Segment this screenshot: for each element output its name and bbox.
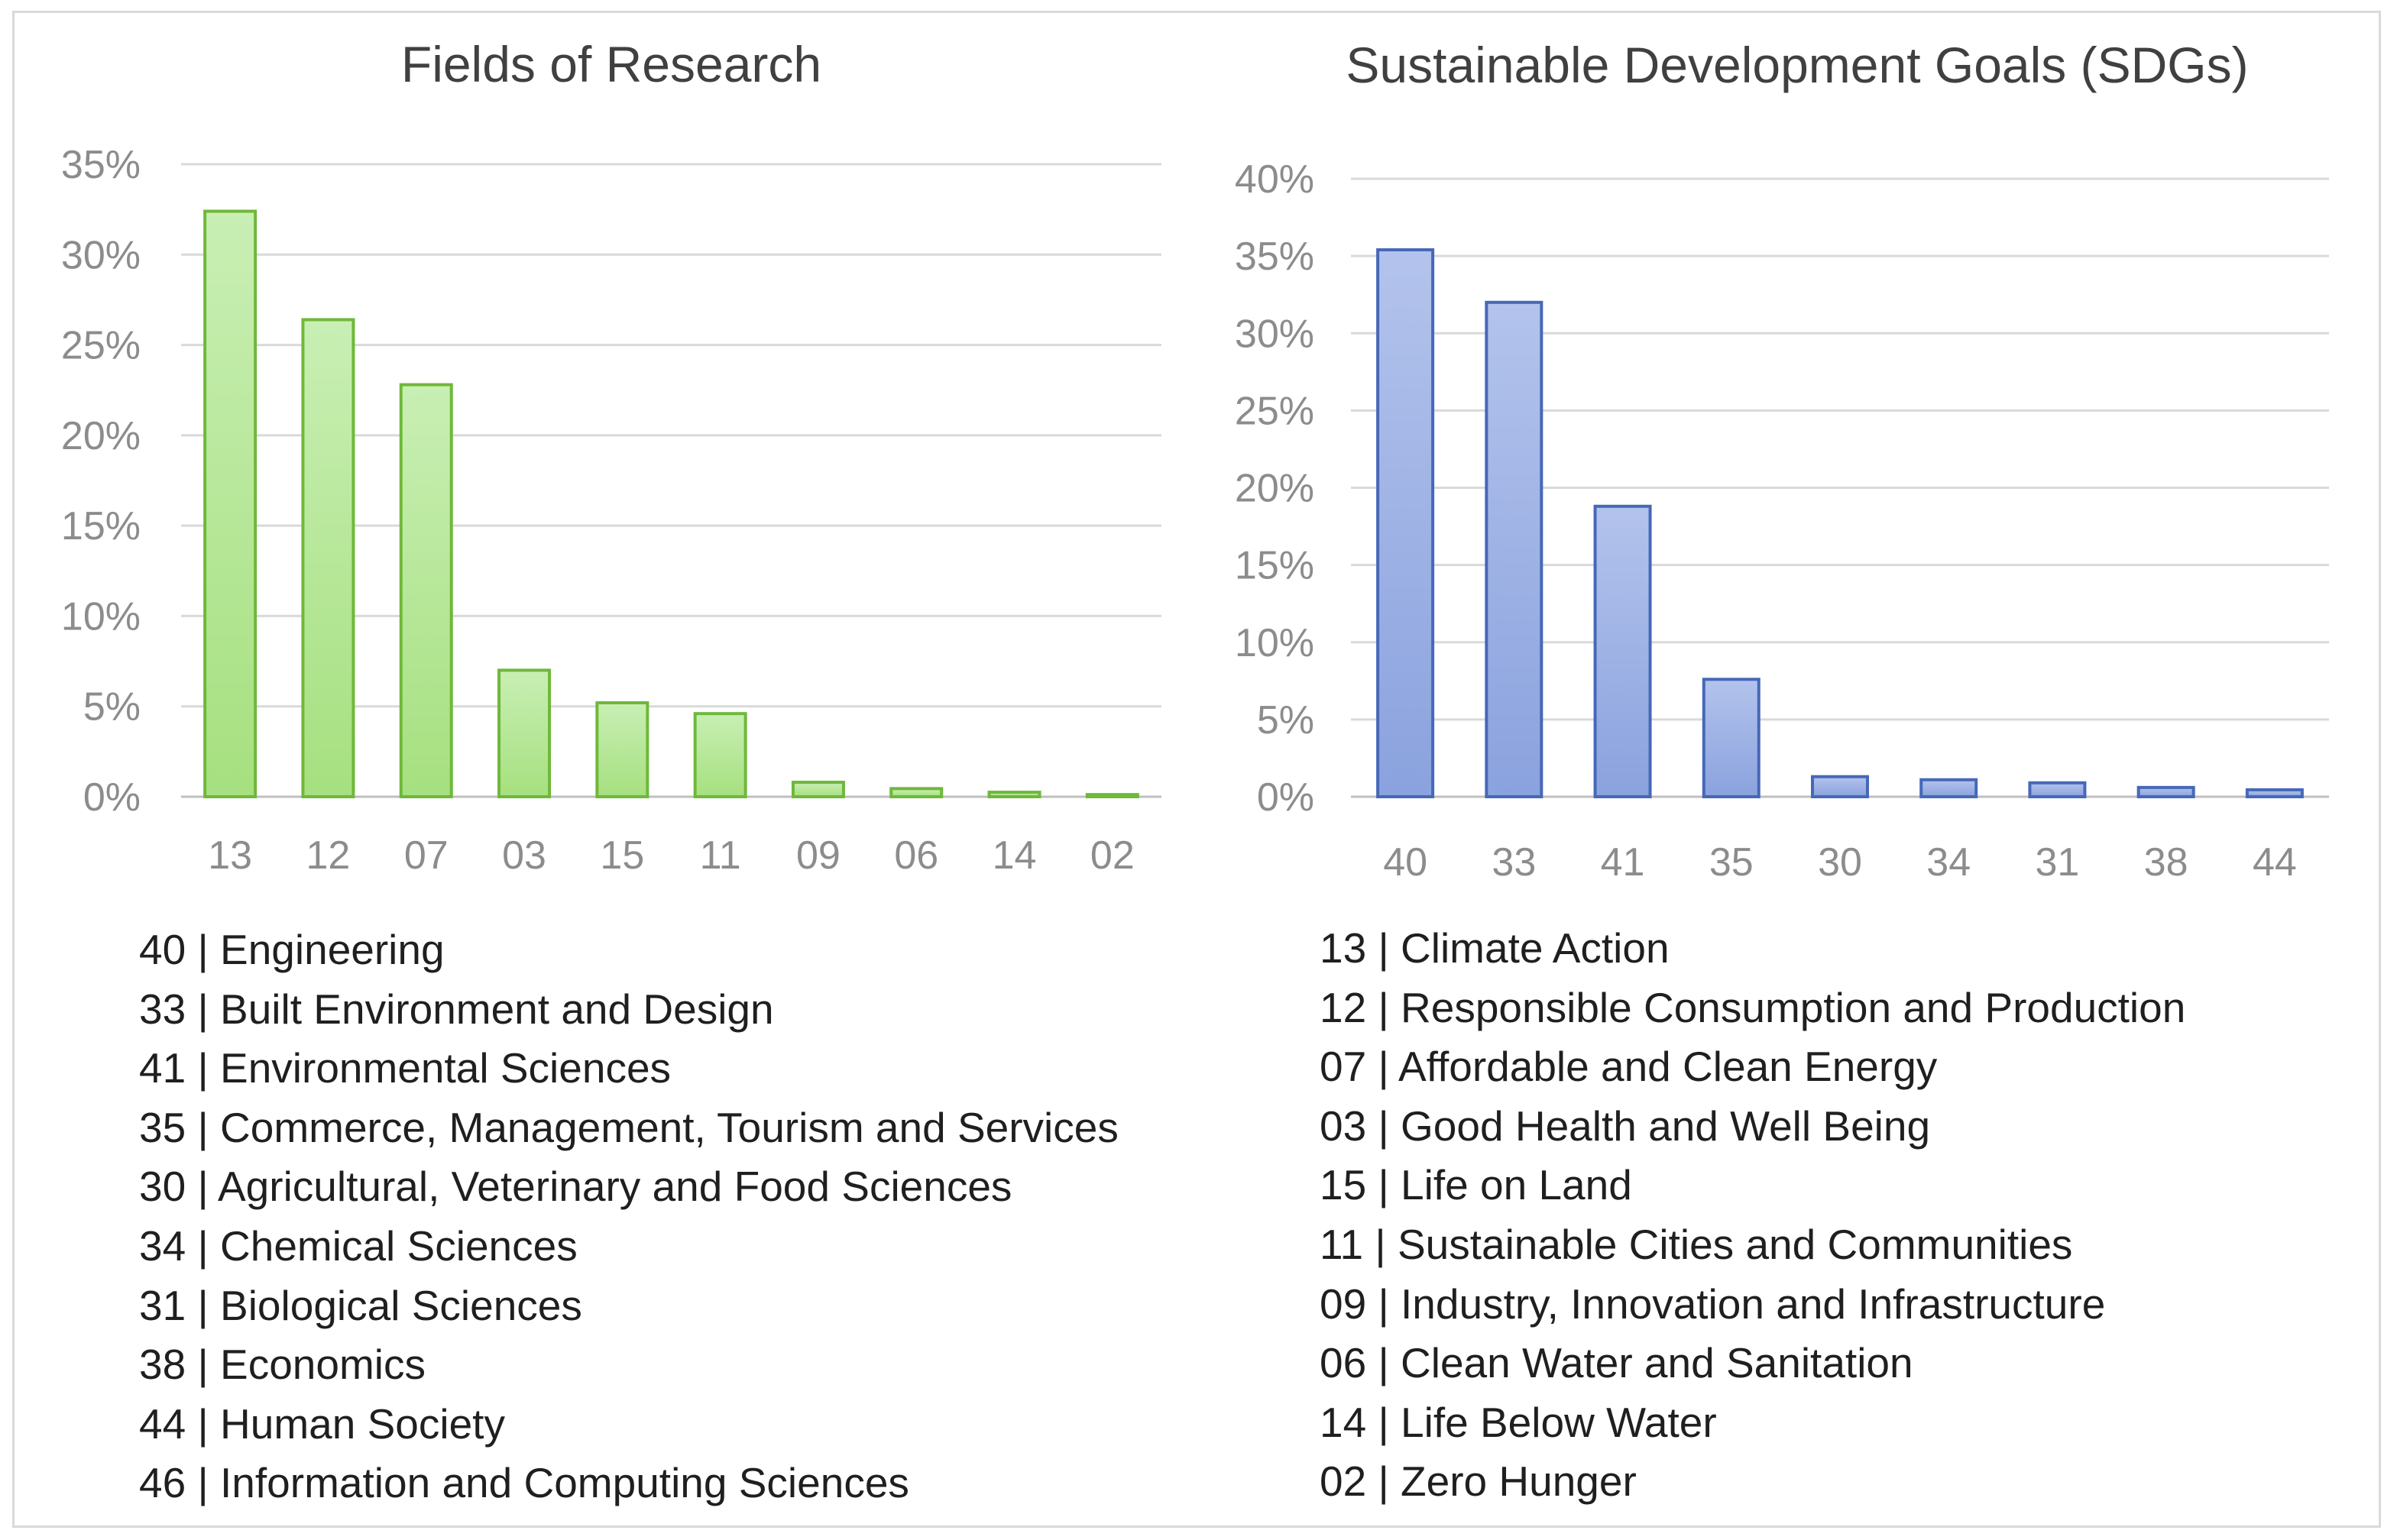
- legend-item: 13 | Climate Action: [1320, 924, 1670, 972]
- legend-sdgs: 13 | Climate Action 12 | Responsible Con…: [1320, 919, 2185, 1512]
- y-tick-label: 30%: [1235, 312, 1314, 356]
- bar: [791, 781, 845, 799]
- y-tick-label: 25%: [61, 324, 141, 368]
- y-tick-label: 35%: [1235, 235, 1314, 279]
- x-tick-label: 09: [796, 833, 841, 878]
- bar: [693, 712, 747, 798]
- legend-fields-of-research: 40 | Engineering 33 | Built Environment …: [139, 920, 1119, 1513]
- legend-item: 11 | Sustainable Cities and Communities: [1320, 1220, 2073, 1268]
- x-tick-label: 13: [208, 833, 252, 878]
- legend-item: 41 | Environmental Sciences: [139, 1044, 672, 1092]
- y-tick-label: 20%: [61, 414, 141, 458]
- x-tick-label: 02: [1090, 833, 1135, 878]
- y-tick-label: 15%: [1235, 544, 1314, 588]
- legend-item: 02 | Zero Hunger: [1320, 1458, 1637, 1506]
- bar: [497, 668, 552, 799]
- bar: [1085, 793, 1139, 798]
- legend-item: 34 | Chemical Sciences: [139, 1221, 578, 1270]
- legend-item: 44 | Human Society: [139, 1399, 505, 1448]
- bar: [1919, 778, 1978, 799]
- legend-item: 07 | Affordable and Clean Energy: [1320, 1043, 1938, 1091]
- x-tick-label: 14: [993, 833, 1037, 878]
- x-tick-label: 33: [1492, 840, 1536, 885]
- x-tick-label: 07: [404, 833, 449, 878]
- bar: [2028, 781, 2087, 798]
- y-tick-label: 15%: [61, 504, 141, 548]
- legend-item: 14 | Life Below Water: [1320, 1398, 1717, 1446]
- x-tick-label: 11: [700, 833, 741, 878]
- bar: [399, 383, 453, 799]
- x-tick-label: 44: [2253, 840, 2297, 885]
- legend-item: 15 | Life on Land: [1320, 1161, 1632, 1209]
- legend-item: 03 | Good Health and Well Being: [1320, 1102, 1931, 1150]
- x-tick-label: 03: [502, 833, 546, 878]
- y-tick-label: 10%: [1235, 621, 1314, 665]
- legend-item: 46 | Information and Computing Sciences: [139, 1459, 909, 1507]
- bar: [1485, 300, 1543, 798]
- y-tick-label: 0%: [1257, 775, 1314, 820]
- legend-item: 31 | Biological Sciences: [139, 1281, 582, 1329]
- x-tick-label: 40: [1383, 840, 1427, 885]
- y-tick-label: 5%: [1257, 698, 1314, 742]
- figure-frame: [12, 11, 2381, 1528]
- bar: [2245, 788, 2304, 799]
- bar: [1376, 248, 1435, 799]
- x-tick-label: 35: [1709, 840, 1754, 885]
- chart-title: Fields of Research: [401, 36, 821, 92]
- legend-item: 35 | Commerce, Management, Tourism and S…: [139, 1103, 1119, 1151]
- bar: [889, 787, 944, 798]
- x-tick-label: 34: [1926, 840, 1971, 885]
- legend-item: 06 | Clean Water and Sanitation: [1320, 1339, 1913, 1387]
- y-tick-label: 10%: [61, 594, 141, 639]
- x-tick-label: 31: [2036, 840, 2080, 885]
- bar: [1811, 775, 1869, 799]
- y-tick-label: 0%: [83, 775, 141, 820]
- legend-item: 09 | Industry, Innovation and Infrastruc…: [1320, 1280, 2106, 1328]
- legend-item: 12 | Responsible Consumption and Product…: [1320, 983, 2186, 1031]
- y-tick-label: 5%: [83, 685, 141, 730]
- chart-title: Sustainable Development Goals (SDGs): [1346, 37, 2248, 93]
- x-tick-label: 15: [600, 833, 644, 878]
- y-tick-label: 30%: [61, 233, 141, 277]
- bar: [987, 791, 1041, 798]
- legend-item: 33 | Built Environment and Design: [139, 985, 774, 1033]
- x-tick-label: 41: [1601, 840, 1645, 885]
- bar: [595, 700, 649, 798]
- bar: [301, 318, 355, 798]
- y-tick-label: 25%: [1235, 389, 1314, 433]
- x-tick-label: 06: [894, 833, 938, 878]
- bar: [1702, 678, 1760, 798]
- chart-fields-of-research: Fields of Research 0% 5% 10% 15% 20% 25% 30% 35…: [61, 36, 1161, 878]
- legend-item: 38 | Economics: [139, 1341, 426, 1389]
- bar: [2136, 785, 2195, 798]
- y-tick-label: 40%: [1235, 157, 1314, 202]
- y-tick-label: 35%: [61, 143, 141, 187]
- x-tick-label: 12: [306, 833, 351, 878]
- bar: [1593, 504, 1652, 799]
- legend-item: 40 | Engineering: [139, 926, 445, 973]
- y-tick-label: 20%: [1235, 467, 1314, 511]
- x-tick-label: 30: [1818, 840, 1862, 885]
- legend-item: 30 | Agricultural, Veterinary and Food S…: [139, 1163, 1012, 1211]
- x-tick-label: 38: [2144, 840, 2188, 885]
- chart-sdgs: Sustainable Development Goals (SDGs) 0% 5…: [1235, 37, 2329, 885]
- bar: [203, 209, 258, 799]
